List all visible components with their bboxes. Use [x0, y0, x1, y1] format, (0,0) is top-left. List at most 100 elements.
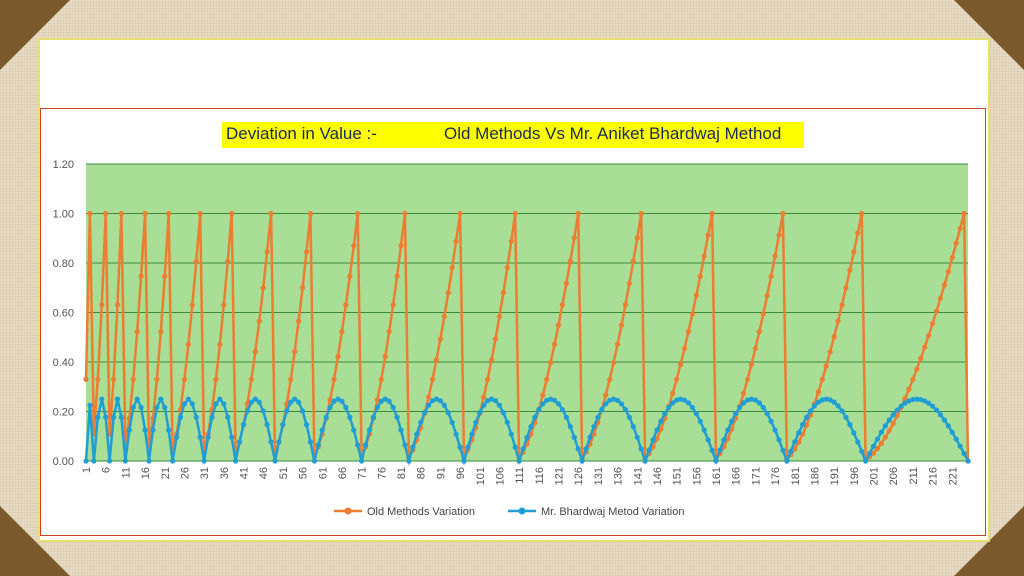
bhardwaj-point: [461, 458, 467, 464]
bhardwaj-point: [744, 397, 751, 403]
bhardwaj-point: [914, 396, 920, 402]
bhardwaj-point: [902, 400, 908, 406]
bhardwaj-point: [705, 437, 711, 443]
old-methods-point: [674, 376, 680, 382]
bhardwaj-point: [465, 444, 471, 450]
bhardwaj-point: [331, 398, 337, 404]
old-methods-point: [252, 349, 258, 355]
old-methods-point: [563, 280, 569, 287]
bhardwaj-point: [469, 431, 475, 437]
bhardwaj-point: [370, 414, 377, 420]
x-tick-label: 151: [672, 467, 684, 485]
bhardwaj-point: [233, 458, 239, 464]
bhardwaj-point: [807, 408, 814, 414]
bhardwaj-point: [689, 404, 695, 411]
bhardwaj-point: [433, 396, 440, 402]
x-tick-label: 136: [613, 467, 625, 485]
old-methods-point: [575, 210, 581, 217]
old-methods-point: [87, 210, 93, 217]
bhardwaj-point: [276, 439, 282, 445]
old-methods-point: [874, 446, 881, 452]
bhardwaj-point: [894, 407, 900, 413]
bhardwaj-point: [823, 396, 829, 402]
old-methods-point: [922, 344, 928, 350]
bhardwaj-point: [256, 399, 262, 405]
bhardwaj-point: [173, 434, 180, 440]
old-methods-point: [894, 413, 900, 419]
bhardwaj-point: [130, 404, 136, 411]
bhardwaj-point: [378, 398, 384, 404]
x-tick-label: 91: [435, 467, 447, 479]
bhardwaj-point: [225, 414, 231, 420]
old-methods-point: [398, 243, 404, 249]
old-methods-point: [189, 302, 195, 308]
bhardwaj-point: [618, 401, 625, 407]
old-methods-point: [449, 264, 455, 271]
old-methods-point: [768, 273, 774, 279]
old-methods-point: [158, 329, 164, 335]
old-methods-point: [103, 210, 109, 217]
bhardwaj-point: [528, 424, 534, 430]
old-methods-point: [890, 420, 896, 427]
bhardwaj-point: [929, 403, 936, 409]
bhardwaj-point: [725, 427, 731, 433]
x-tick-label: 211: [908, 467, 920, 485]
bhardwaj-point: [193, 414, 199, 420]
y-tick-label: 0.40: [53, 357, 74, 369]
bhardwaj-point: [402, 442, 408, 448]
x-tick-label: 31: [199, 467, 211, 479]
x-tick-label: 141: [632, 467, 644, 485]
bhardwaj-point: [244, 408, 251, 414]
old-methods-point: [886, 428, 892, 434]
bhardwaj-point: [512, 444, 518, 450]
old-methods-point: [748, 361, 755, 367]
bhardwaj-point: [351, 427, 357, 433]
bhardwaj-point: [729, 418, 735, 424]
x-tick-label: 11: [120, 467, 132, 478]
bhardwaj-point: [236, 439, 243, 445]
bhardwaj-point: [359, 458, 365, 464]
bhardwaj-point: [540, 401, 546, 407]
bhardwaj-point: [118, 414, 125, 420]
bhardwaj-point: [201, 458, 207, 464]
bhardwaj-point: [166, 427, 172, 433]
bhardwaj-point: [756, 400, 762, 406]
old-methods-point: [725, 436, 731, 442]
old-methods-point: [701, 253, 707, 259]
bhardwaj-point: [697, 418, 703, 424]
x-tick-label: 96: [455, 467, 467, 479]
bhardwaj-point: [382, 396, 388, 402]
bhardwaj-point: [177, 414, 184, 420]
old-methods-point: [351, 243, 357, 249]
bhardwaj-point: [740, 400, 747, 406]
x-tick-label: 46: [258, 467, 270, 479]
old-methods-point: [918, 355, 924, 361]
bhardwaj-point: [843, 414, 849, 420]
old-methods-point: [343, 302, 349, 308]
bhardwaj-point: [441, 402, 447, 408]
bhardwaj-point: [654, 427, 660, 433]
old-methods-point: [142, 210, 148, 217]
legend-label: Mr. Bhardwaj Metod Variation: [541, 506, 684, 518]
old-methods-point: [355, 210, 361, 217]
old-methods-point: [926, 332, 932, 339]
old-methods-point: [347, 273, 353, 279]
bhardwaj-point: [508, 431, 514, 437]
old-methods-point: [433, 357, 440, 363]
bhardwaj-point: [638, 446, 644, 452]
old-methods-point: [685, 329, 692, 335]
old-methods-point: [831, 334, 837, 340]
old-methods-point: [882, 434, 888, 440]
bhardwaj-point: [296, 399, 302, 405]
bhardwaj-point: [555, 401, 562, 407]
bhardwaj-point: [292, 396, 298, 402]
bhardwaj-point: [414, 431, 420, 437]
old-methods-point: [914, 366, 920, 372]
bhardwaj-point: [162, 404, 168, 411]
x-tick-label: 161: [711, 467, 723, 485]
bhardwaj-point: [898, 403, 904, 409]
bhardwaj-point: [607, 397, 613, 403]
old-methods-point: [823, 363, 829, 369]
bhardwaj-point: [453, 431, 459, 437]
